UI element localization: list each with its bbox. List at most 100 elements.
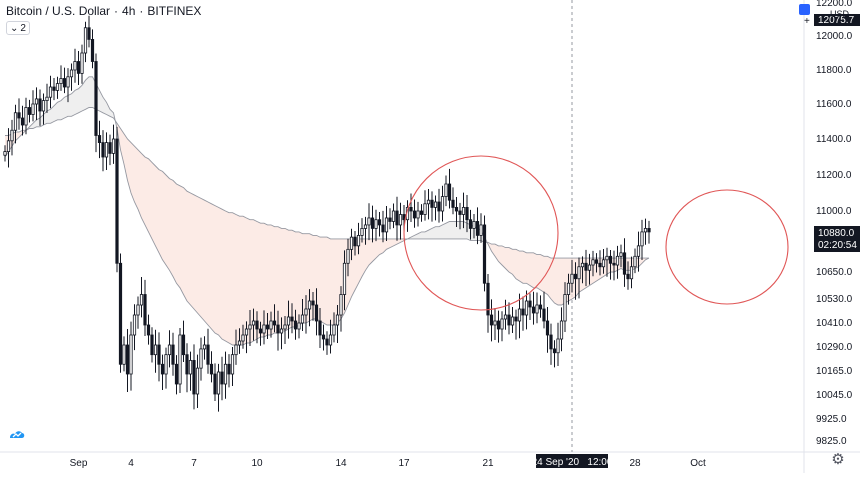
currency-icon[interactable]: [799, 4, 810, 15]
candle-body[interactable]: [94, 61, 98, 136]
candle-body[interactable]: [171, 344, 175, 365]
candle-body[interactable]: [528, 300, 532, 308]
candle-body[interactable]: [321, 334, 326, 340]
candle-body[interactable]: [570, 273, 574, 284]
candle-body[interactable]: [34, 98, 39, 105]
candle-body[interactable]: [377, 219, 382, 226]
candle-body[interactable]: [584, 262, 588, 271]
candle-body[interactable]: [209, 363, 214, 375]
candle-body[interactable]: [538, 304, 543, 310]
candle-body[interactable]: [475, 221, 480, 236]
candle-body[interactable]: [447, 183, 452, 201]
candle-body[interactable]: [629, 266, 634, 280]
candle-body[interactable]: [167, 344, 172, 356]
candle-body[interactable]: [262, 324, 266, 334]
candle-body[interactable]: [409, 206, 413, 212]
candle-body[interactable]: [283, 324, 287, 330]
candle-body[interactable]: [524, 300, 529, 316]
candle-body[interactable]: [510, 316, 515, 326]
candle-body[interactable]: [199, 348, 203, 369]
candle-body[interactable]: [104, 142, 109, 158]
candle-body[interactable]: [619, 252, 623, 257]
candle-body[interactable]: [188, 360, 193, 375]
candle-body[interactable]: [150, 334, 154, 356]
candle-body[interactable]: [349, 236, 354, 250]
candle-body[interactable]: [108, 142, 112, 154]
candle-body[interactable]: [626, 273, 630, 280]
candle-body[interactable]: [272, 320, 277, 326]
candle-body[interactable]: [356, 234, 361, 247]
candle-body[interactable]: [545, 320, 550, 336]
candle-body[interactable]: [125, 344, 130, 375]
candle-body[interactable]: [514, 316, 518, 322]
candle-body[interactable]: [297, 322, 301, 330]
candle-body[interactable]: [139, 294, 144, 306]
candle-body[interactable]: [335, 314, 340, 326]
annotation-circle[interactable]: [665, 189, 789, 305]
candle-body[interactable]: [202, 344, 207, 350]
candle-body[interactable]: [48, 86, 53, 98]
candle-body[interactable]: [76, 61, 81, 74]
candle-body[interactable]: [412, 210, 417, 219]
candle-body[interactable]: [20, 117, 25, 126]
candle-body[interactable]: [559, 320, 564, 340]
candle-body[interactable]: [153, 344, 158, 356]
plus-icon[interactable]: +: [804, 16, 810, 27]
candle-body[interactable]: [220, 371, 224, 385]
candle-body[interactable]: [279, 328, 284, 334]
candle-body[interactable]: [69, 69, 74, 78]
candle-body[interactable]: [563, 294, 567, 322]
candle-body[interactable]: [556, 338, 560, 354]
candle-body[interactable]: [115, 138, 119, 264]
candle-body[interactable]: [612, 262, 616, 266]
candle-body[interactable]: [430, 199, 434, 208]
candle-body[interactable]: [433, 201, 438, 208]
candle-body[interactable]: [80, 52, 84, 74]
candle-body[interactable]: [132, 314, 137, 336]
candle-body[interactable]: [248, 324, 252, 330]
candle-body[interactable]: [633, 255, 637, 268]
candle-body[interactable]: [129, 334, 133, 375]
candle-body[interactable]: [503, 314, 508, 320]
candle-body[interactable]: [643, 228, 648, 233]
candle-body[interactable]: [381, 224, 385, 233]
candle-body[interactable]: [440, 196, 445, 212]
candle-body[interactable]: [206, 344, 210, 365]
candle-body[interactable]: [136, 304, 140, 316]
candle-body[interactable]: [622, 252, 627, 275]
candle-body[interactable]: [496, 320, 501, 330]
candle-body[interactable]: [293, 320, 298, 330]
candle-body[interactable]: [398, 214, 403, 226]
candle-body[interactable]: [367, 217, 371, 226]
candle-body[interactable]: [59, 78, 63, 84]
candle-body[interactable]: [507, 314, 511, 326]
candle-body[interactable]: [27, 107, 32, 115]
candle-body[interactable]: [3, 151, 7, 156]
candle-body[interactable]: [647, 228, 651, 233]
annotation-circle[interactable]: [403, 155, 559, 311]
candle-body[interactable]: [41, 100, 46, 112]
candle-body[interactable]: [325, 338, 329, 346]
candle-body[interactable]: [195, 367, 200, 395]
candle-body[interactable]: [227, 363, 231, 375]
candle-body[interactable]: [549, 334, 553, 350]
candle-body[interactable]: [146, 324, 151, 336]
candle-body[interactable]: [90, 39, 95, 62]
candle-body[interactable]: [346, 248, 350, 264]
candle-body[interactable]: [314, 304, 319, 322]
candle-body[interactable]: [111, 138, 116, 154]
candle-body[interactable]: [640, 231, 644, 247]
candle-body[interactable]: [17, 112, 21, 119]
candle-body[interactable]: [542, 308, 546, 322]
candle-body[interactable]: [489, 314, 494, 326]
candle-body[interactable]: [493, 320, 497, 326]
candle-body[interactable]: [594, 259, 599, 264]
candle-body[interactable]: [601, 259, 606, 268]
candle-body[interactable]: [437, 201, 441, 212]
candle-body[interactable]: [55, 83, 60, 91]
candle-body[interactable]: [83, 27, 88, 54]
candle-body[interactable]: [636, 245, 641, 257]
candle-body[interactable]: [591, 259, 595, 266]
